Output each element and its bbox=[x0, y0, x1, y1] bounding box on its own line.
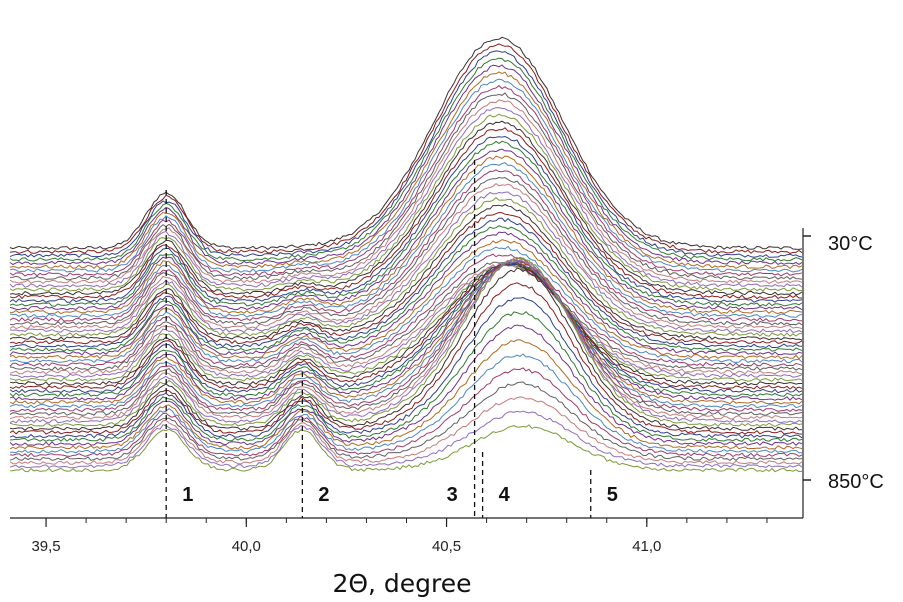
x-tick-label: 40,0 bbox=[232, 538, 261, 555]
series-line bbox=[10, 217, 803, 349]
series-line bbox=[9, 267, 803, 431]
series-traces bbox=[9, 36, 803, 473]
series-line bbox=[9, 43, 803, 254]
series-line bbox=[9, 225, 803, 352]
peak-markers: 1 2 3 4 5 bbox=[165, 160, 618, 518]
series-line bbox=[9, 259, 803, 420]
series-line bbox=[9, 424, 803, 473]
series-line bbox=[9, 282, 803, 435]
series-line bbox=[9, 196, 803, 337]
series-line bbox=[9, 410, 803, 469]
series-line bbox=[9, 57, 803, 262]
series-line bbox=[9, 263, 803, 394]
series-line bbox=[9, 135, 803, 303]
series-line bbox=[9, 71, 803, 270]
series-line bbox=[10, 155, 803, 315]
temp-label-bottom: 850°C bbox=[828, 471, 884, 493]
x-ticks: 39,5 40,0 40,5 41,0 bbox=[31, 518, 768, 555]
series-line bbox=[9, 127, 802, 300]
series-line bbox=[9, 381, 803, 462]
series-line bbox=[9, 259, 803, 416]
series-line bbox=[9, 107, 803, 288]
series-line bbox=[9, 239, 803, 360]
series-line bbox=[9, 262, 802, 386]
series-line bbox=[10, 353, 802, 454]
peak-marker-label: 3 bbox=[447, 484, 458, 506]
peak-marker-label: 4 bbox=[499, 484, 511, 506]
x-tick-label: 40,5 bbox=[432, 538, 461, 555]
series-line bbox=[9, 339, 803, 450]
series-line bbox=[9, 263, 803, 379]
series-line bbox=[9, 324, 803, 446]
peak-marker-label: 2 bbox=[318, 484, 329, 506]
series-line bbox=[9, 140, 803, 307]
series-line bbox=[9, 261, 803, 401]
series-line bbox=[9, 259, 803, 413]
x-axis-label: 2Θ, degree bbox=[332, 569, 471, 598]
series-line bbox=[9, 113, 803, 292]
series-line bbox=[9, 253, 803, 367]
series-line bbox=[9, 84, 803, 277]
peak-marker-label: 5 bbox=[607, 484, 618, 506]
series-line bbox=[9, 211, 803, 345]
series-line bbox=[9, 258, 803, 424]
series-line bbox=[9, 256, 803, 427]
series-line bbox=[9, 296, 803, 439]
series-line bbox=[9, 120, 803, 296]
series-line bbox=[9, 261, 803, 398]
series-line bbox=[9, 260, 803, 405]
series-line bbox=[9, 367, 803, 458]
series-line bbox=[9, 191, 803, 334]
series-line bbox=[9, 36, 803, 251]
series-line bbox=[9, 311, 803, 442]
series-line bbox=[9, 50, 803, 258]
x-tick-label: 39,5 bbox=[31, 538, 60, 555]
series-line bbox=[9, 245, 803, 364]
temp-label-top: 30°C bbox=[828, 233, 873, 255]
series-line bbox=[9, 231, 803, 356]
series-line bbox=[9, 99, 803, 285]
series-line bbox=[9, 176, 803, 326]
series-line bbox=[9, 261, 803, 371]
series-line bbox=[9, 182, 803, 330]
series-line bbox=[9, 64, 803, 266]
series-line bbox=[9, 78, 803, 273]
peak-marker-label: 1 bbox=[182, 484, 193, 506]
series-line bbox=[9, 263, 803, 375]
series-line bbox=[9, 169, 802, 322]
series-line bbox=[9, 261, 803, 390]
series-line bbox=[9, 148, 803, 311]
series-line bbox=[9, 203, 803, 341]
series-line bbox=[9, 259, 803, 409]
series-line bbox=[9, 262, 803, 382]
series-line bbox=[9, 162, 803, 319]
series-line bbox=[9, 92, 803, 281]
x-tick-label: 41,0 bbox=[632, 538, 661, 555]
series-line bbox=[9, 396, 803, 465]
